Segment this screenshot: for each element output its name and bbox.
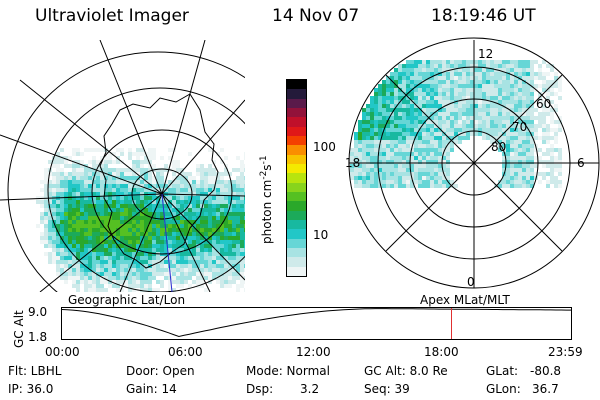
altitude-tick-1-8: 1.8 [28,330,48,344]
ip-info: IP: 36.0 [8,382,54,396]
mlat-label-60: 60 [536,97,552,111]
auroral-emission-image-right [350,60,562,188]
colorbar-swatch [287,107,306,118]
seq-info: Seq: 39 [364,382,410,396]
auroral-emission-image-left [36,148,245,292]
right-map-caption: Apex MLat/MLT [420,293,510,307]
time-tick-1800: 18:00 [424,345,459,359]
colorbar-swatch [287,191,306,202]
colorbar-swatch [287,229,306,239]
mlat-label-70: 70 [512,120,528,134]
time-tick-1200: 12:00 [296,345,331,359]
altitude-curve [61,308,572,338]
colorbar-swatch [287,266,306,276]
altitude-axis-label: GC Alt [12,310,26,348]
gc-alt-info: GC Alt: 8.0 Re [364,364,448,378]
colorbar-swatch [287,126,306,136]
glat-label: GLat: [486,364,519,378]
time-tick-2359: 23:59 [548,345,583,359]
dsp-value: 3.2 [300,382,320,396]
colorbar-swatch [287,201,306,211]
colorbar-swatch [287,182,306,192]
image-date: 14 Nov 07 [272,6,360,26]
dsp-label: Dsp: [246,382,274,396]
colorbar-tick-10: 10 [313,228,329,242]
terminator-line [161,193,173,292]
colorbar-swatch [287,210,306,220]
mlt-label-0: 0 [467,275,475,289]
mlat-label-80: 80 [491,140,507,154]
image-time: 18:19:46 UT [431,6,536,26]
mlt-label-18: 18 [345,156,361,170]
geographic-map [0,40,245,292]
gain-info: Gain: 14 [126,382,177,396]
colorbar-swatch [287,80,306,90]
magnetic-mlt-map [348,37,600,289]
colorbar-swatch [287,154,306,164]
glon-value: 36.7 [532,382,559,396]
altitude-tick-9: 9.0 [28,305,48,319]
colorbar-swatch [287,117,306,127]
antarctica-coastline [99,93,219,269]
colorbar-swatch [287,163,306,174]
colorbar-swatch [287,238,306,248]
colorbar-swatch [287,98,306,108]
mlt-label-6: 6 [577,156,585,170]
colorbar-tick-100: 100 [313,140,336,154]
door-info: Door: Open [126,364,195,378]
time-tick-0000: 00:00 [45,345,80,359]
colorbar-swatch [287,89,306,99]
colorbar-swatch [287,257,306,267]
altitude-plot [61,307,572,340]
filter-info: Flt: LBHL [8,364,62,378]
colorbar-swatch [287,173,306,183]
colorbar-swatch [287,145,306,155]
colorbar-swatch [287,135,306,146]
lat-lon-grid [0,40,245,292]
time-tick-0600: 06:00 [168,345,203,359]
colorbar-swatch [287,247,306,258]
glon-label: GLon: [486,382,521,396]
mode-info: Mode: Normal [246,364,330,378]
mlt-label-12: 12 [478,47,494,61]
colorbar-swatch [287,219,306,230]
glat-value: -80.8 [530,364,562,378]
mlat-mlt-grid [348,37,600,289]
instrument-title: Ultraviolet Imager [35,6,189,26]
colorbar-unit-label: photon cm-2s-1 [259,155,274,244]
colorbar [286,79,307,277]
left-map-caption: Geographic Lat/Lon [68,293,186,307]
